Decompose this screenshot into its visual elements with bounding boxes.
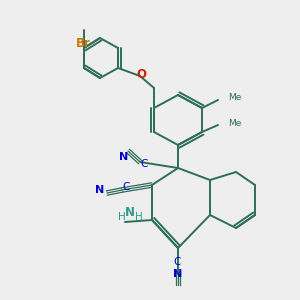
Text: N: N: [173, 269, 183, 279]
Text: C: C: [122, 182, 130, 192]
Text: N: N: [95, 185, 105, 195]
Text: N: N: [125, 206, 135, 220]
Text: Br: Br: [76, 37, 90, 50]
Text: H: H: [118, 212, 126, 222]
Text: Me: Me: [228, 94, 242, 103]
Text: C: C: [173, 257, 181, 267]
Text: H: H: [135, 212, 143, 222]
Text: C: C: [140, 159, 148, 169]
Text: N: N: [119, 152, 129, 162]
Text: Me: Me: [228, 118, 242, 127]
Text: O: O: [136, 68, 146, 80]
